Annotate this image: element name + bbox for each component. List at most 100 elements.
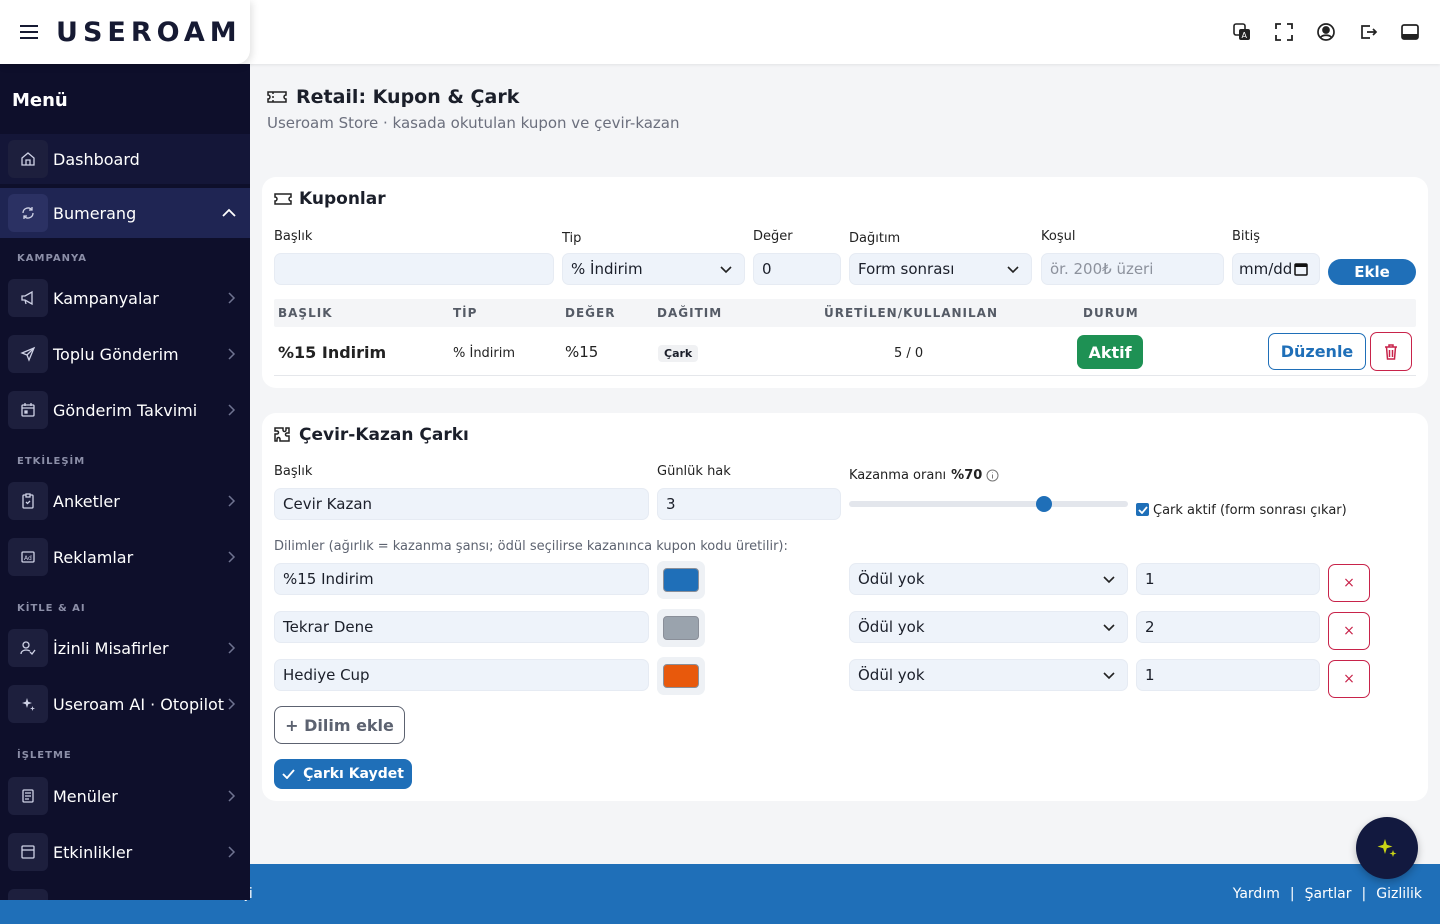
slice-prize-select[interactable]: Ödül yok <box>849 611 1128 643</box>
win-rate-value: %70 <box>951 468 983 483</box>
edit-button[interactable]: Düzenle <box>1268 333 1366 370</box>
coupon-expiry-input[interactable]: mm/dd <box>1232 253 1320 285</box>
add-slice-button[interactable]: + Dilim ekle <box>274 706 405 744</box>
row-title: %15 Indirim <box>278 343 387 362</box>
sidebar-item-useroam-ai[interactable]: Useroam AI · Otopilot <box>0 679 250 729</box>
ticket-icon <box>267 89 296 105</box>
sidebar-item-partial[interactable] <box>0 883 250 900</box>
slice-name-input[interactable]: Hediye Cup <box>274 659 649 691</box>
col-header-uretilen: ÜRETİLEN/KULLANILAN <box>824 306 998 320</box>
remove-slice-button[interactable]: × <box>1328 612 1370 650</box>
chevron-right-icon <box>228 495 236 507</box>
ai-assistant-button[interactable] <box>1356 817 1418 879</box>
section-header-kampanya: KAMPANYA <box>17 253 87 264</box>
slice-weight-input[interactable]: 1 <box>1136 563 1320 595</box>
row-generated-used: 5 / 0 <box>894 346 924 361</box>
fullscreen-icon[interactable] <box>1274 22 1294 42</box>
sidebar-item-label: Menüler <box>53 786 118 806</box>
footer-link-privacy[interactable]: Gizlilik <box>1376 886 1422 902</box>
coupon-condition-label: Koşul <box>1041 229 1076 244</box>
win-rate-slider-handle[interactable] <box>1036 496 1053 512</box>
megaphone-icon <box>8 279 48 317</box>
coupon-distribution-select[interactable]: Form sonrası <box>849 253 1032 285</box>
slice-name-input[interactable]: Tekrar Dene <box>274 611 649 643</box>
chevron-right-icon <box>228 698 236 710</box>
sidebar-item-gonderim-takvimi[interactable]: Gönderim Takvimi <box>0 385 250 435</box>
status-toggle-button[interactable]: Aktif <box>1077 335 1143 369</box>
chevron-right-icon <box>228 348 236 360</box>
slices-label: Dilimler (ağırlık = kazanma şansı; ödül … <box>274 539 788 554</box>
coupon-expiry-label: Bitiş <box>1232 229 1261 244</box>
add-coupon-button[interactable]: Ekle <box>1328 259 1416 285</box>
coupon-title-label: Başlık <box>274 229 313 244</box>
wheel-active-checkbox[interactable] <box>1136 503 1149 516</box>
slice-color-picker[interactable] <box>657 657 705 695</box>
info-icon[interactable] <box>986 469 999 482</box>
event-icon <box>8 833 48 871</box>
send-icon <box>8 335 48 373</box>
slice-name-input[interactable]: %15 Indirim <box>274 563 649 595</box>
hamburger-icon[interactable] <box>20 24 38 40</box>
remove-slice-button[interactable]: × <box>1328 660 1370 698</box>
sidebar-item-izinli-misafirler[interactable]: İzinli Misafirler <box>0 623 250 673</box>
slice-color-swatch <box>663 616 699 640</box>
partial-icon <box>8 889 48 900</box>
save-wheel-label: Çarkı Kaydet <box>303 766 404 782</box>
layout-icon[interactable] <box>1400 22 1420 42</box>
slice-weight-input[interactable]: 2 <box>1136 611 1320 643</box>
logout-icon[interactable] <box>1358 22 1378 42</box>
refresh-icon <box>8 194 48 232</box>
sidebar-item-menuler[interactable]: Menüler <box>0 771 250 821</box>
daily-spins-input[interactable]: 3 <box>657 488 841 520</box>
user-circle-icon[interactable] <box>1316 22 1336 42</box>
sidebar-item-toplu-gonderim[interactable]: Toplu Gönderim <box>0 329 250 379</box>
chevron-down-icon <box>720 266 732 274</box>
sidebar-item-bumerang[interactable]: Bumerang <box>0 188 250 238</box>
chevron-down-icon <box>1103 576 1115 584</box>
wheel-title: Çevir-Kazan Çarkı <box>274 425 469 445</box>
sidebar-item-anketler[interactable]: Anketler <box>0 476 250 526</box>
translate-icon[interactable]: A <box>1232 22 1252 42</box>
coupon-value-label: Değer <box>753 229 793 244</box>
sidebar-item-label: İzinli Misafirler <box>53 638 169 658</box>
coupon-type-select[interactable]: % İndirim <box>562 253 745 285</box>
footer-link-terms[interactable]: Şartlar <box>1304 886 1352 902</box>
slice-weight-input[interactable]: 1 <box>1136 659 1320 691</box>
row-value: %15 <box>565 343 599 361</box>
footer-link-help[interactable]: Yardım <box>1232 886 1280 902</box>
clipboard-icon <box>8 482 48 520</box>
slice-color-picker[interactable] <box>657 561 705 599</box>
sidebar-item-kampanyalar[interactable]: Kampanyalar <box>0 273 250 323</box>
slice-color-picker[interactable] <box>657 609 705 647</box>
slice-color-swatch <box>663 664 699 688</box>
chevron-down-icon <box>1007 266 1019 274</box>
sidebar-item-label: Dashboard <box>53 149 140 169</box>
trash-icon <box>1384 343 1398 360</box>
page-subtitle: Useroam Store · kasada okutulan kupon ve… <box>267 114 680 132</box>
save-wheel-button[interactable]: Çarkı Kaydet <box>274 759 412 789</box>
coupon-value-input[interactable]: 0 <box>753 253 841 285</box>
main-content: Retail: Kupon & Çark Useroam Store · kas… <box>250 64 1440 864</box>
sparkle-icon <box>1375 836 1399 860</box>
remove-slice-button[interactable]: × <box>1328 564 1370 602</box>
slice-prize-select[interactable]: Ödül yok <box>849 563 1128 595</box>
sidebar-item-label: Useroam AI · Otopilot <box>53 694 225 714</box>
slice-prize-value: Ödül yok <box>858 570 925 588</box>
page-title-text: Retail: Kupon & Çark <box>296 86 520 108</box>
slice-prize-select[interactable]: Ödül yok <box>849 659 1128 691</box>
wheel-card: Çevir-Kazan Çarkı Başlık Cevir Kazan Gün… <box>262 413 1428 801</box>
sidebar-item-dashboard[interactable]: Dashboard <box>0 134 250 184</box>
sidebar-item-etkinlikler[interactable]: Etkinlikler <box>0 827 250 877</box>
sidebar-item-reklamlar[interactable]: Ad Reklamlar <box>0 532 250 582</box>
ticket-icon <box>274 192 299 206</box>
chevron-down-icon <box>1103 624 1115 632</box>
wheel-name-input[interactable]: Cevir Kazan <box>274 488 649 520</box>
coupon-title-input[interactable] <box>274 253 554 285</box>
svg-text:Ad: Ad <box>24 555 32 562</box>
delete-button[interactable] <box>1370 332 1412 371</box>
chevron-right-icon <box>228 846 236 858</box>
coupon-condition-input[interactable]: ör. 200₺ üzeri <box>1041 253 1224 285</box>
logo[interactable]: USEROAM <box>56 16 242 48</box>
win-rate-slider[interactable] <box>849 501 1128 507</box>
row-divider <box>274 375 1416 376</box>
